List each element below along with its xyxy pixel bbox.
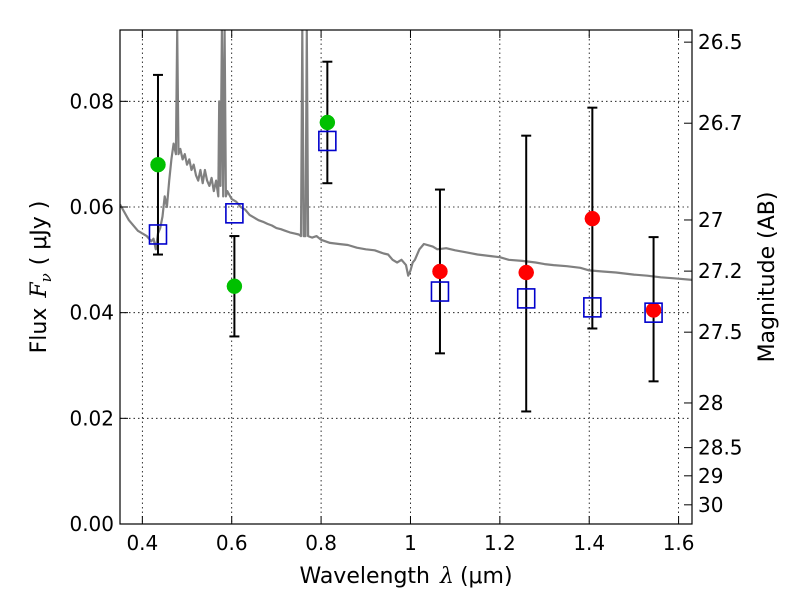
data-point	[226, 278, 243, 294]
y-tick-label: 0.00	[69, 512, 114, 536]
x-tick-label: 1.2	[484, 531, 516, 555]
y2-tick-label: 30	[698, 493, 723, 517]
y-tick-label: 0.02	[69, 406, 114, 430]
y2-tick-label: 26.7	[698, 111, 743, 135]
error-bars	[152, 60, 659, 413]
data-point	[518, 264, 534, 281]
x-tick-label: 0.6	[216, 531, 248, 555]
y-tick-label: 0.04	[69, 301, 114, 325]
data-point	[150, 156, 166, 173]
y-tick-label: 0.06	[69, 195, 114, 219]
grid	[120, 30, 692, 525]
model-flux-marker	[148, 224, 168, 245]
x-tick-label: 1.6	[663, 531, 695, 555]
y-axis-label: FluxFν( μJy )	[27, 201, 55, 354]
data-point	[645, 302, 662, 318]
data-point	[584, 210, 601, 227]
model-flux-marker	[644, 302, 663, 323]
model-flux-marker	[318, 130, 337, 152]
y2-tick-label: 27.2	[698, 259, 743, 283]
y2-axis-label: Magnitude (AB)	[755, 192, 780, 363]
data-point	[432, 263, 448, 280]
y2-tick-label: 26.5	[698, 30, 743, 54]
plot-frame	[119, 29, 693, 525]
data-point	[319, 114, 336, 131]
model-sed-line	[120, 30, 692, 281]
data-markers	[148, 114, 663, 323]
axis-ticks: 0.4 0.6 0.8 1 1.2 1.4 1.6 0.00 0.02 0.04 0.06 0.08 2…	[69, 30, 743, 555]
model-sed-layer	[120, 30, 692, 281]
y2-tick-label: 28	[698, 391, 723, 415]
y-tick-label: 0.08	[69, 89, 114, 113]
x-tick-label: 1	[404, 531, 417, 555]
y2-tick-label: 27.5	[698, 320, 743, 344]
y2-tick-label: 28.5	[698, 436, 743, 460]
x-tick-label: 1.4	[573, 531, 605, 555]
model-flux-marker	[430, 281, 450, 302]
x-tick-label: 0.4	[126, 531, 158, 555]
model-flux-marker	[583, 297, 602, 318]
model-flux-marker	[225, 203, 244, 224]
model-flux-marker	[516, 288, 536, 309]
y2-tick-label: 27	[698, 208, 723, 232]
y2-tick-label: 29	[698, 464, 723, 488]
x-axis-label: Wavelength λ (μm)	[299, 564, 512, 589]
x-tick-label: 0.8	[305, 531, 337, 555]
